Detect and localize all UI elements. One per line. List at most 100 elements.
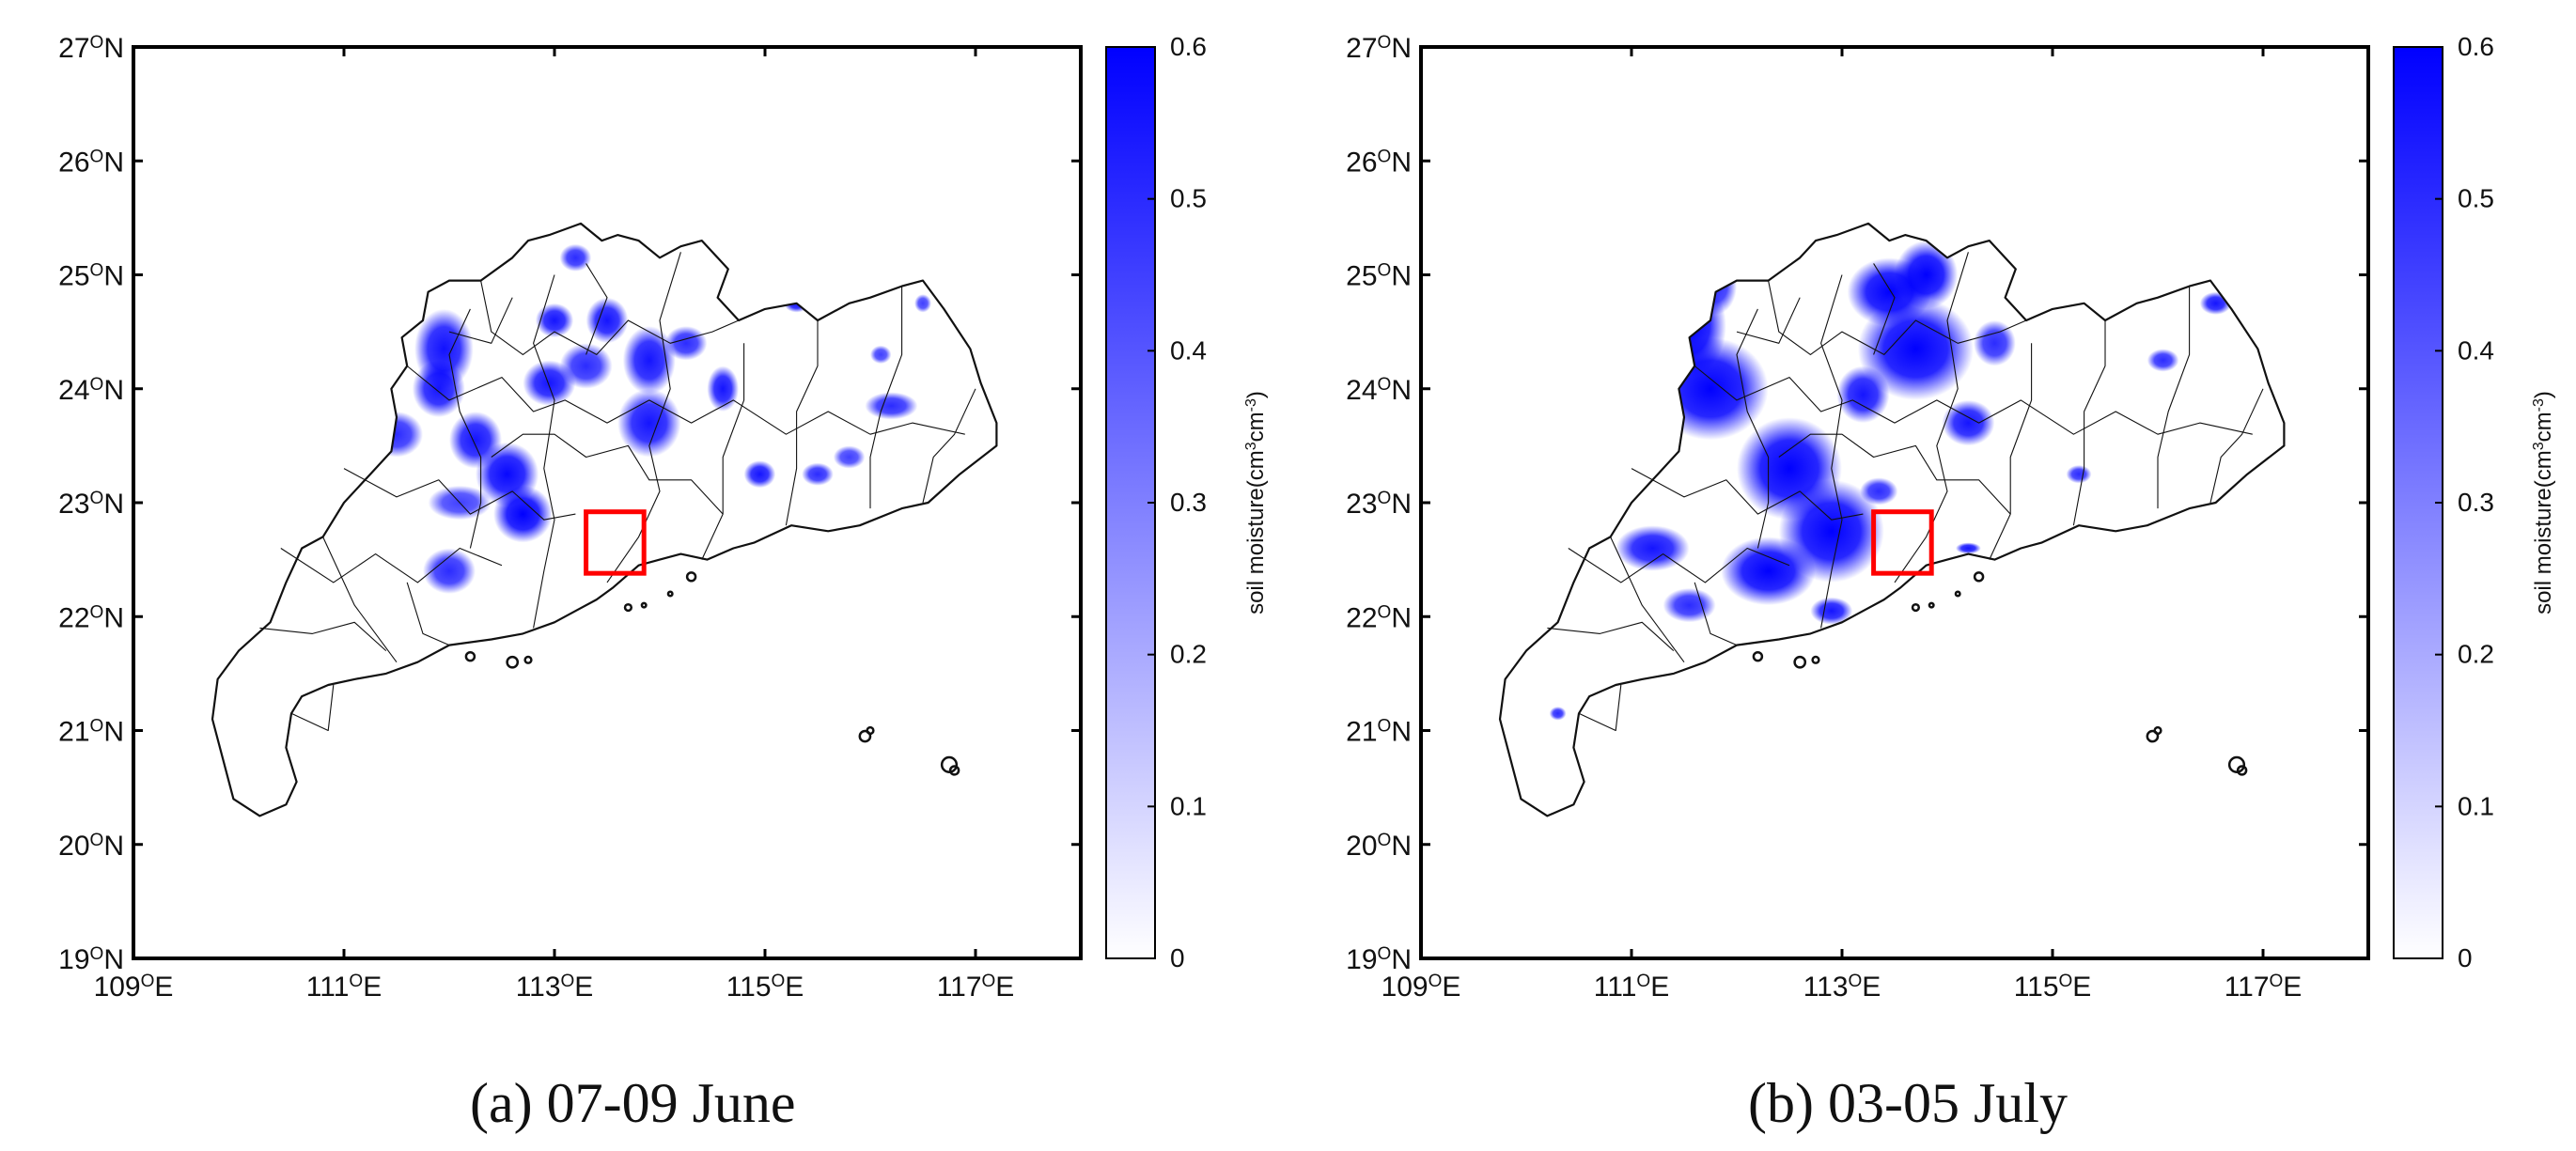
district-boundary	[1578, 684, 1622, 732]
moisture-spot	[1974, 320, 2016, 366]
y-tick-label: 27ON	[1346, 33, 1412, 65]
district-boundary	[343, 468, 576, 521]
moisture-spot	[1663, 587, 1716, 623]
study-area-box	[1871, 509, 1934, 576]
moisture-spot	[833, 445, 866, 469]
panel-caption-a: (a) 07-09 June	[470, 1072, 796, 1134]
district-boundary	[1547, 621, 1675, 652]
panel-a: 109OE 111OE 113OE 115OE 117OE 19ON 20ON 21ON 22O…	[58, 32, 1270, 1134]
panel-caption-b: (b) 03-05 July	[1748, 1072, 2068, 1134]
district-boundary	[869, 286, 903, 509]
island-outline	[858, 729, 872, 743]
island-outline	[2236, 765, 2248, 776]
colorbar-tick-label: 0.1	[2458, 791, 2494, 820]
y-tick-label: 23ON	[1346, 489, 1412, 521]
y-tick-label: 25ON	[1346, 260, 1412, 292]
island-outline	[523, 655, 533, 664]
colorbar-tick-label: 0.6	[1170, 32, 1207, 61]
moisture-spot	[870, 345, 892, 365]
moisture-spot	[2066, 464, 2092, 484]
district-boundary	[1694, 366, 2253, 435]
province-outline	[1498, 222, 2286, 817]
island-outline	[2146, 729, 2160, 743]
district-boundary	[448, 297, 513, 344]
island-outline	[685, 571, 697, 583]
moisture-spot	[1836, 366, 1890, 424]
district-boundary	[322, 537, 398, 663]
province-outline	[211, 222, 998, 817]
colorbar-tick-label: 0.2	[1170, 640, 1207, 669]
y-tick-label: 21ON	[58, 716, 124, 748]
moisture-spot	[423, 548, 476, 594]
map-figure-b: 109OE 111OE 113OE 115OE 117OE 19ON 20ON 21ON 22O…	[1346, 32, 2557, 1003]
moisture-spot	[535, 303, 574, 338]
island-outline	[1954, 590, 1961, 598]
y-tick-label: 22ON	[1346, 602, 1412, 634]
island-outline	[866, 725, 875, 736]
y-tick-label: 19ON	[58, 944, 124, 976]
moisture-spot	[617, 388, 681, 458]
colorbar-tick-label: 0.4	[1170, 335, 1207, 365]
district-boundary	[922, 388, 976, 504]
district-boundary	[1610, 537, 1685, 663]
x-tick-label: 111OE	[306, 972, 382, 1003]
boundaries	[211, 222, 998, 817]
moisture-spot	[559, 343, 613, 389]
colorbar-tick-label: 0.6	[2458, 32, 2494, 61]
moisture-spot	[1810, 597, 1853, 625]
district-boundary	[1768, 280, 2027, 355]
y-tick-label: 25ON	[58, 260, 124, 292]
y-tick-label: 19ON	[1346, 944, 1412, 976]
moisture-spot	[1721, 537, 1816, 606]
district-boundary	[1820, 274, 1843, 629]
district-boundary	[2157, 286, 2191, 509]
district-boundary	[606, 252, 681, 583]
island-outline	[1752, 650, 1764, 662]
colorbar-tick-label: 0.3	[2458, 488, 2494, 517]
district-boundary	[1631, 468, 1864, 521]
moisture-spot	[664, 326, 708, 361]
district-boundary	[1736, 297, 1801, 344]
island-outline	[2227, 755, 2246, 773]
moisture-spot	[1895, 241, 1959, 309]
island-outline	[1973, 571, 1985, 583]
moisture-spot	[493, 485, 553, 543]
moisture-spot	[743, 460, 776, 489]
district-boundary	[785, 320, 819, 526]
x-tick-label: 113OE	[1803, 972, 1881, 1003]
island-outline	[948, 765, 960, 776]
y-tick-label: 26ON	[58, 147, 124, 179]
moisture-spot	[707, 366, 739, 412]
x-tick-label: 111OE	[1594, 972, 1669, 1003]
y-tick-label: 24ON	[1346, 374, 1412, 406]
moisture-spot	[2147, 349, 2179, 372]
district-boundary	[1873, 263, 1896, 355]
y-tick-label: 26ON	[1346, 147, 1412, 179]
plot-area	[1421, 47, 2368, 958]
colorbar-tick-label: 0.1	[1170, 791, 1207, 820]
district-boundary	[1568, 547, 1790, 583]
district-boundary	[2072, 320, 2106, 526]
moisture-spot	[1549, 707, 1567, 721]
colorbar	[1105, 46, 1156, 959]
district-boundary	[1778, 433, 2011, 515]
moisture-spot	[1955, 542, 1981, 554]
district-boundary	[1694, 582, 1738, 646]
district-boundary	[259, 621, 387, 652]
colorbar-label: soil moisture(cm3cm-3)	[1243, 391, 1270, 614]
island-outline	[2153, 725, 2162, 736]
district-boundary	[491, 433, 724, 515]
island-outline	[506, 655, 520, 669]
y-tick-label: 21ON	[1346, 716, 1412, 748]
district-boundary	[701, 343, 745, 560]
colorbar-tick-label: 0	[2458, 943, 2473, 972]
district-boundary	[280, 547, 503, 583]
district-boundary	[290, 684, 335, 732]
x-tick-label: 109OE	[94, 972, 174, 1003]
district-boundary	[585, 263, 608, 355]
colorbar-label: soil moisture(cm3cm-3)	[2531, 391, 2557, 614]
island-outline	[640, 601, 648, 609]
colorbar-tick-label: 0	[1170, 943, 1185, 972]
district-boundary	[406, 366, 965, 435]
district-boundary	[1894, 252, 1969, 583]
